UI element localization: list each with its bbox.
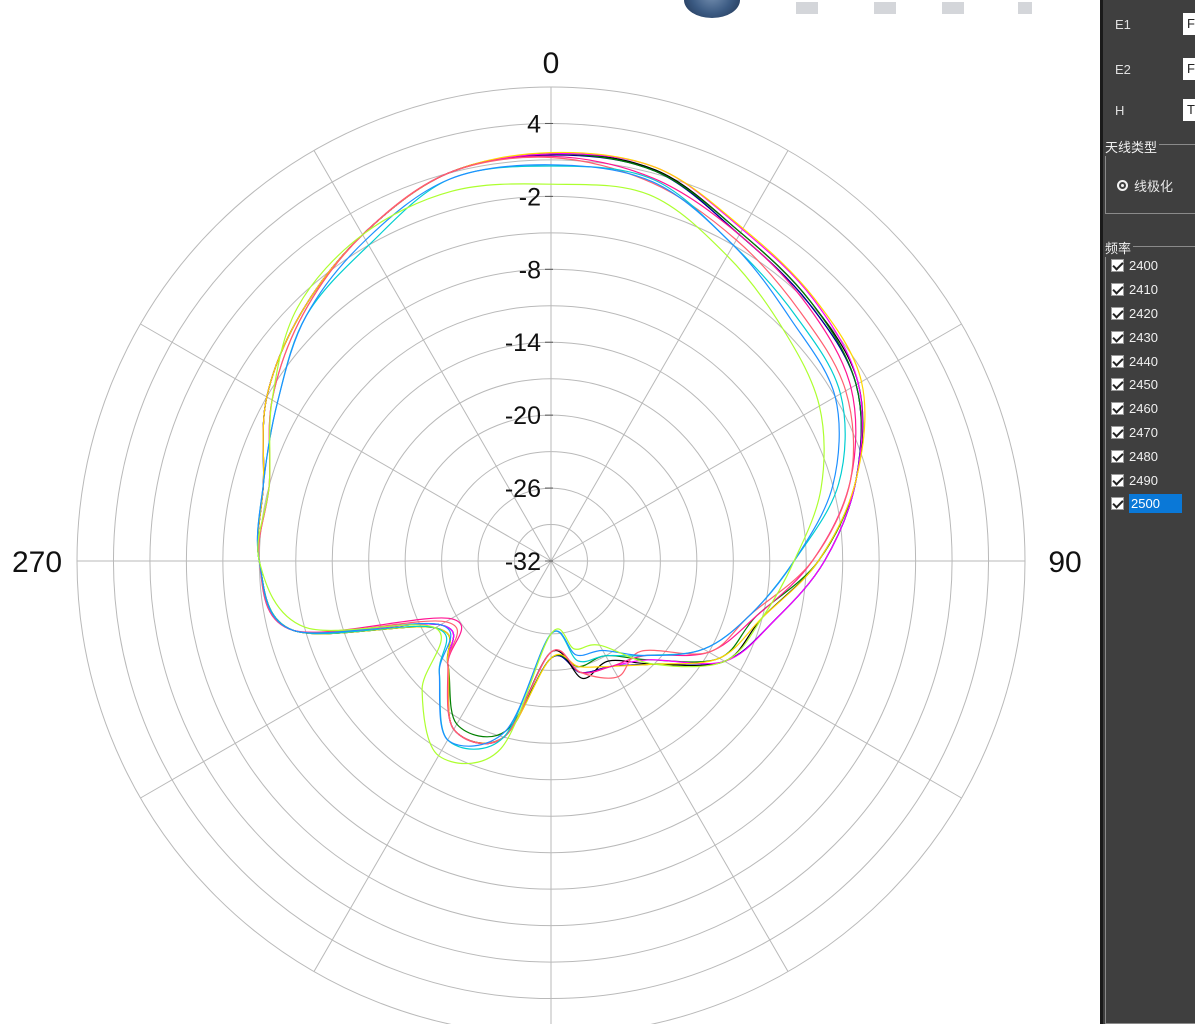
ring-label: -2 bbox=[519, 183, 541, 211]
ring-label: -32 bbox=[505, 548, 541, 576]
trace-2430 bbox=[257, 153, 863, 738]
field-e1-value[interactable]: F bbox=[1183, 13, 1195, 35]
checkbox-checked-icon[interactable] bbox=[1111, 306, 1124, 320]
grid-spoke bbox=[550, 560, 789, 972]
polar-chart: 4 -2 -8 -14 -20 -26 -32 0 90 270 bbox=[12, 47, 1082, 1024]
trace-2490 bbox=[256, 164, 840, 747]
checkbox-checked-icon[interactable] bbox=[1111, 283, 1124, 297]
ring-label: -20 bbox=[505, 402, 541, 430]
antenna-type-title: 天线类型 bbox=[1103, 137, 1160, 156]
trace-2450 bbox=[257, 151, 866, 744]
frequency-item-2460[interactable]: 2460 bbox=[1111, 397, 1195, 421]
checkbox-checked-icon[interactable] bbox=[1111, 449, 1124, 463]
frequency-item-2440[interactable]: 2440 bbox=[1111, 349, 1195, 373]
checkbox-checked-icon[interactable] bbox=[1111, 378, 1124, 392]
grid-spoke bbox=[140, 560, 552, 799]
field-h-value[interactable]: T bbox=[1183, 99, 1195, 121]
field-e2-label: E2 bbox=[1115, 62, 1131, 77]
frequency-item-2410[interactable]: 2410 bbox=[1111, 278, 1195, 302]
radio-selected-icon[interactable] bbox=[1117, 179, 1128, 191]
frequency-label: 2500 bbox=[1129, 494, 1182, 514]
frequency-label: 2420 bbox=[1129, 305, 1158, 321]
checkbox-checked-icon[interactable] bbox=[1111, 473, 1124, 487]
frequency-label: 2440 bbox=[1129, 353, 1158, 369]
checkbox-checked-icon[interactable] bbox=[1111, 259, 1124, 273]
grid-spoke bbox=[550, 560, 962, 799]
globe-logo-icon bbox=[684, 0, 740, 18]
frequency-label: 2400 bbox=[1129, 258, 1158, 274]
ring-label: 4 bbox=[527, 110, 541, 138]
frequency-item-2450[interactable]: 2450 bbox=[1111, 373, 1195, 397]
trace-2500 bbox=[257, 183, 825, 765]
field-e2: E2 F bbox=[1103, 55, 1195, 83]
frequency-label: 2470 bbox=[1129, 424, 1158, 440]
checkbox-checked-icon[interactable] bbox=[1111, 425, 1124, 439]
frequency-label: 2410 bbox=[1129, 282, 1158, 298]
trace-2470 bbox=[257, 156, 855, 745]
polar-grid bbox=[76, 86, 1026, 1024]
frequency-title: 频率 bbox=[1103, 238, 1134, 257]
frequency-item-2500[interactable]: 2500 bbox=[1111, 492, 1195, 516]
angle-label-270: 270 bbox=[12, 546, 62, 579]
grid-spoke bbox=[550, 150, 789, 562]
grid-spoke bbox=[313, 560, 552, 972]
polar-plot-area: 4 -2 -8 -14 -20 -26 -32 0 90 270 bbox=[11, 47, 1082, 1024]
watermark-logo bbox=[684, 0, 1044, 22]
frequency-item-2430[interactable]: 2430 bbox=[1111, 325, 1195, 349]
frequency-label: 2480 bbox=[1129, 448, 1158, 464]
trace-layer bbox=[256, 151, 866, 765]
field-e1: E1 F bbox=[1103, 10, 1195, 38]
field-h-label: H bbox=[1115, 103, 1125, 118]
checkbox-checked-icon[interactable] bbox=[1111, 354, 1124, 368]
frequency-list: 2400 2410 2420 2430 2440 2450 2460 2470 2480 2490… bbox=[1111, 254, 1195, 516]
frequency-item-2470[interactable]: 2470 bbox=[1111, 421, 1195, 445]
frequency-label: 2430 bbox=[1129, 329, 1158, 345]
field-e2-value[interactable]: F bbox=[1183, 58, 1195, 80]
field-e1-label: E1 bbox=[1115, 17, 1131, 32]
frequency-label: 2450 bbox=[1129, 377, 1158, 393]
side-panel: E1 F E2 F H T 天线类型 线极化 频率 2400 2410 2420 24… bbox=[1100, 0, 1195, 1024]
angle-label-90: 90 bbox=[1048, 546, 1081, 579]
frequency-label: 2460 bbox=[1129, 401, 1158, 417]
ring-label: -26 bbox=[505, 475, 541, 503]
checkbox-checked-icon[interactable] bbox=[1111, 330, 1124, 344]
angle-label-0: 0 bbox=[543, 47, 560, 80]
ring-label: -14 bbox=[505, 329, 541, 357]
checkbox-checked-icon[interactable] bbox=[1111, 497, 1124, 511]
frequency-item-2480[interactable]: 2480 bbox=[1111, 444, 1195, 468]
frequency-item-2420[interactable]: 2420 bbox=[1111, 302, 1195, 326]
radio-linear-polarization-label: 线极化 bbox=[1134, 178, 1174, 194]
ring-label: -8 bbox=[519, 256, 541, 284]
radio-linear-polarization[interactable]: 线极化 bbox=[1117, 176, 1173, 194]
grid-spoke bbox=[550, 323, 962, 562]
checkbox-checked-icon[interactable] bbox=[1111, 402, 1124, 416]
field-h: H T bbox=[1103, 96, 1195, 124]
frequency-item-2490[interactable]: 2490 bbox=[1111, 468, 1195, 492]
frequency-item-2400[interactable]: 2400 bbox=[1111, 254, 1195, 278]
frequency-label: 2490 bbox=[1129, 472, 1158, 488]
grid-spoke bbox=[313, 150, 552, 562]
grid-spoke bbox=[140, 323, 552, 562]
